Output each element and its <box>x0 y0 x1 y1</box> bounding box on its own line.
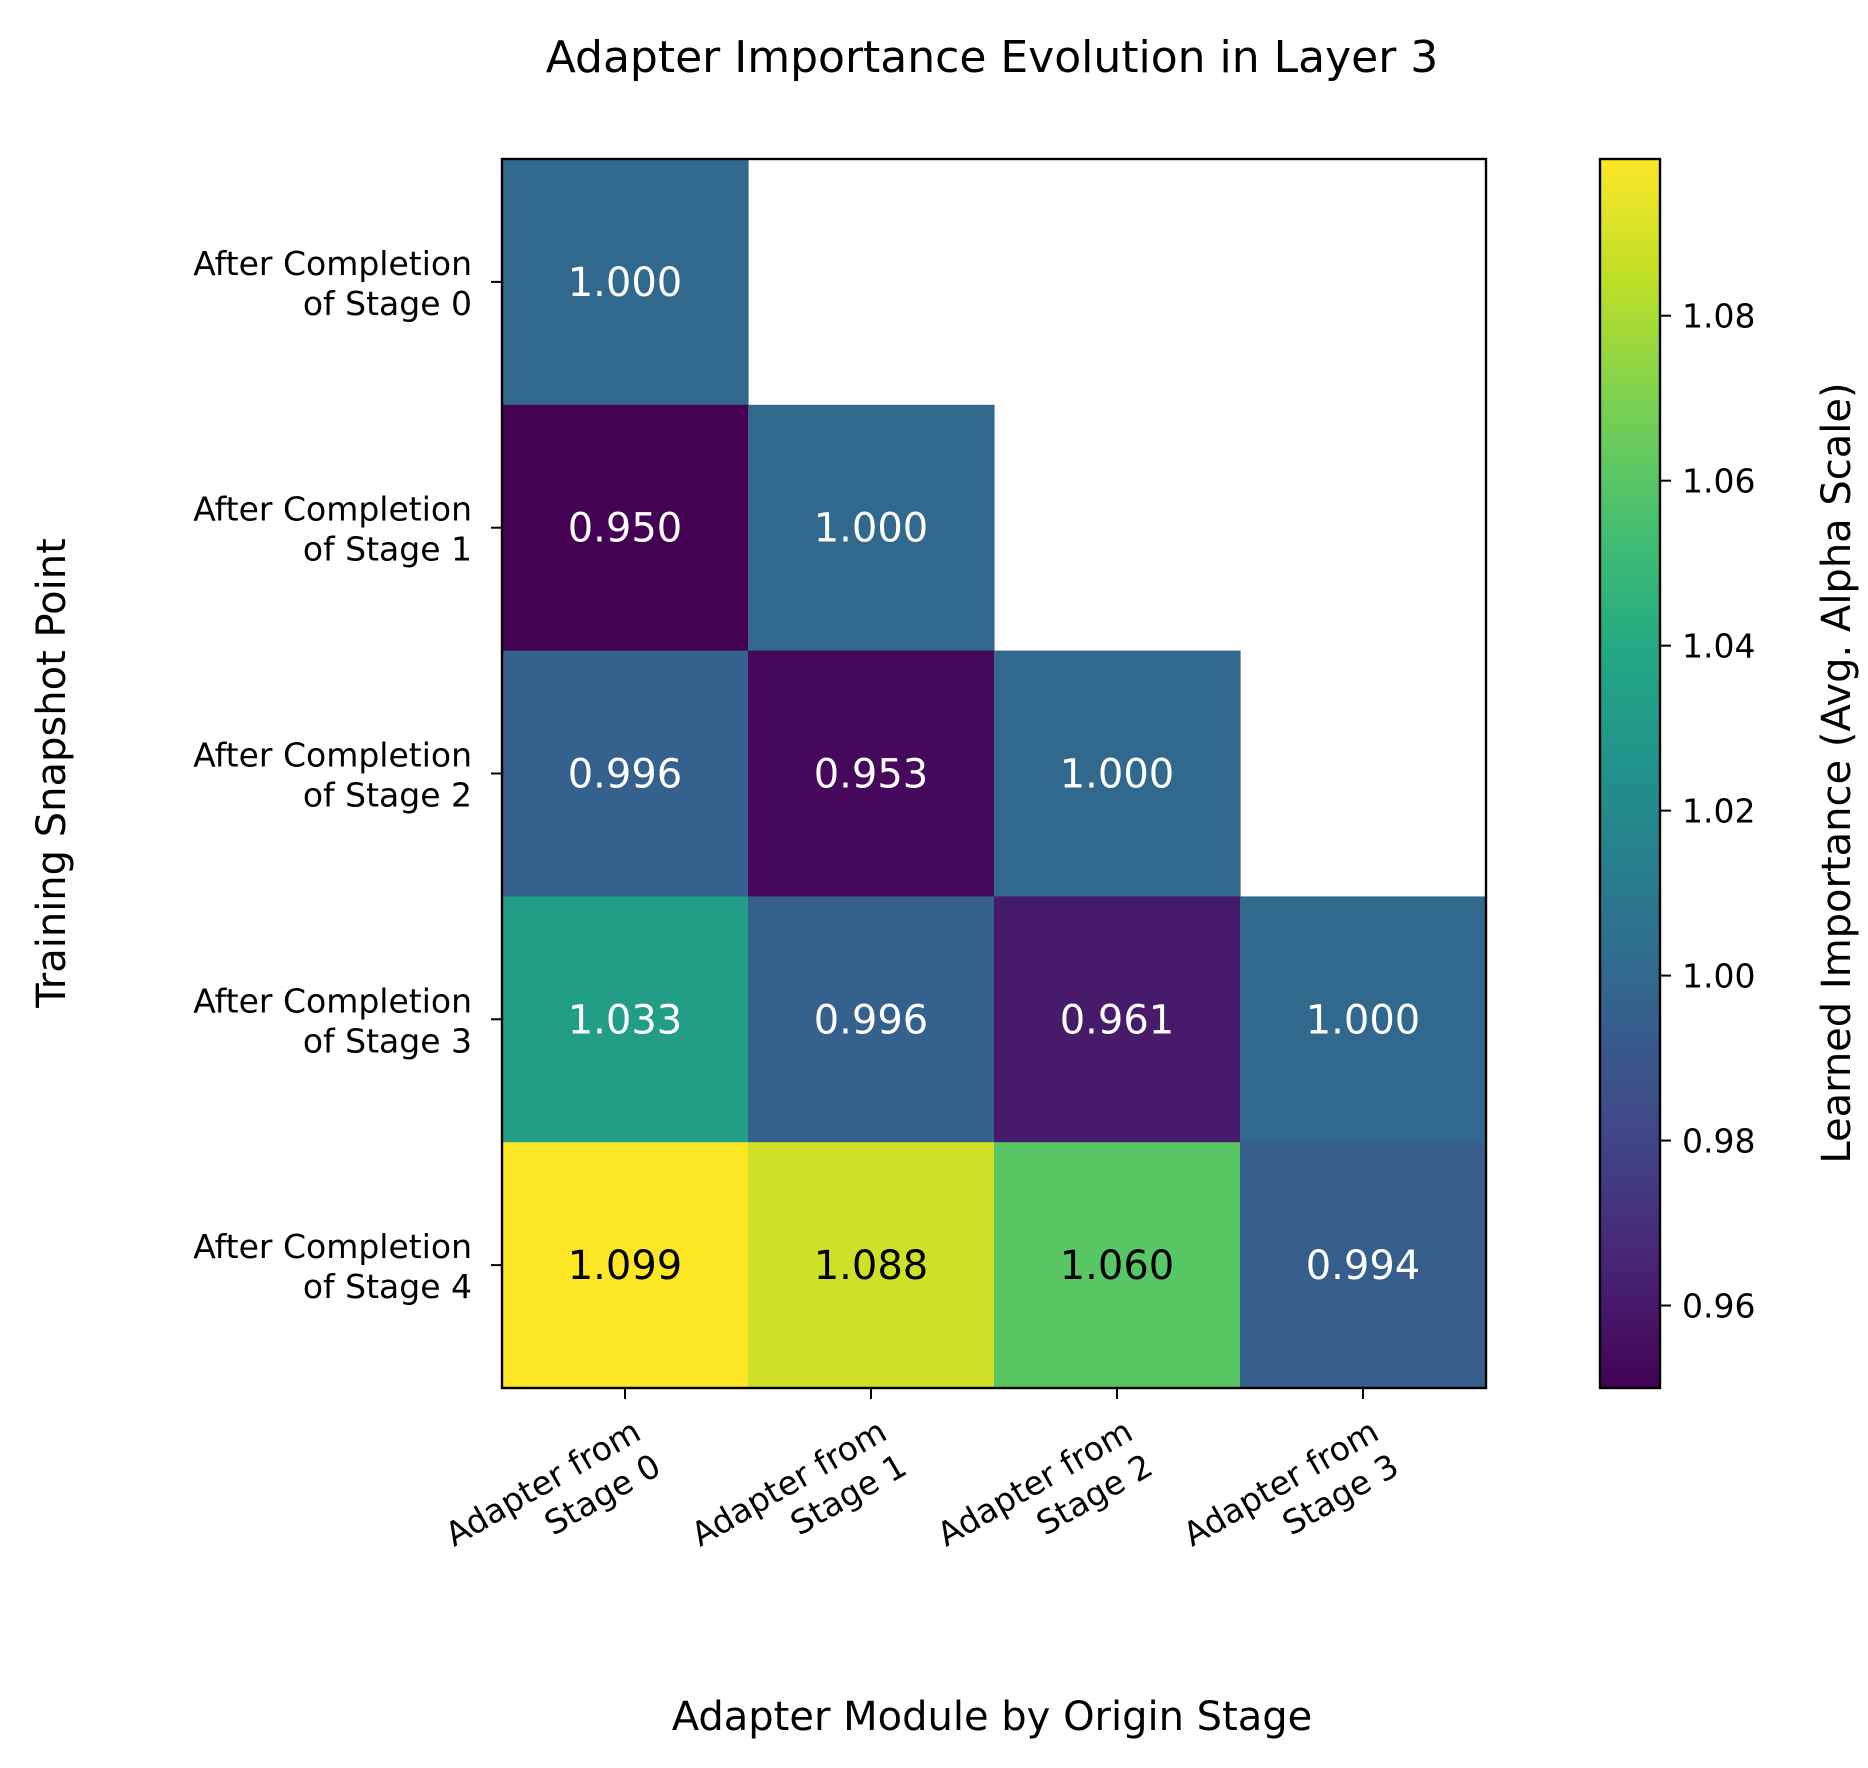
heatmap-cell <box>748 404 995 652</box>
colorbar-tick-label: 0.98 <box>1682 1122 1755 1161</box>
colorbar-ticks: 0.96 0.98 1.00 1.02 1.04 1.06 1.08 <box>1660 297 1755 1326</box>
heatmap-cell <box>994 896 1241 1143</box>
heatmap-cell <box>502 650 749 897</box>
colorbar-tick-label: 1.02 <box>1682 792 1755 831</box>
cell-value-label: 0.996 <box>814 997 929 1043</box>
cell-value-label: 1.000 <box>1306 997 1421 1043</box>
x-axis-ticks: Adapter fromStage 0 Adapter fromStage 1 Ad… <box>439 1388 1405 1589</box>
cell-value-label: 0.996 <box>568 752 683 798</box>
heatmap-cell <box>748 1142 995 1389</box>
x-tick-label: Adapter fromStage 0 <box>439 1411 667 1589</box>
cell-value-label: 1.060 <box>1060 1243 1175 1289</box>
cell-value-label: 0.994 <box>1306 1243 1421 1289</box>
heatmap-cell <box>748 650 995 897</box>
colorbar-tick-label: 1.00 <box>1682 957 1755 996</box>
cell-value-label: 1.000 <box>1060 752 1175 798</box>
cell-value-label: 1.099 <box>568 1243 683 1289</box>
cell-value-label: 1.033 <box>568 997 683 1043</box>
x-tick-label: Adapter fromStage 1 <box>685 1411 913 1589</box>
heatmap-cell <box>994 1142 1241 1389</box>
cell-value-label: 1.000 <box>568 260 683 306</box>
cell-value-label: 1.000 <box>814 506 929 552</box>
x-tick-label: Adapter fromStage 2 <box>931 1411 1159 1589</box>
y-tick-label: After Completion of Stage 2 <box>193 736 472 815</box>
heatmap-cell <box>502 1142 749 1389</box>
y-tick-label: After Completion of Stage 3 <box>193 981 472 1060</box>
colorbar-label: Learned Importance (Avg. Alpha Scale) <box>1814 382 1860 1163</box>
colorbar-frame <box>1598 157 1662 1390</box>
heatmap-cell <box>1240 1142 1487 1389</box>
heatmap-cell <box>748 896 995 1143</box>
colorbar-tick-label: 1.04 <box>1682 627 1755 666</box>
y-axis-ticks: After Completion of Stage 0 After Completi… <box>193 244 502 1306</box>
x-tick-label: Adapter fromStage 3 <box>1177 1411 1405 1589</box>
y-tick-label: After Completion of Stage 1 <box>193 490 472 569</box>
cell-value-label: 1.088 <box>814 1243 929 1289</box>
colorbar-tick-label: 1.08 <box>1682 297 1755 336</box>
heatmap-cell-labels: 1.000 0.950 1.000 0.996 0.953 1.000 1.033 0.996… <box>568 260 1421 1289</box>
y-tick-label: After Completion of Stage 4 <box>193 1227 472 1306</box>
heatmap-cell <box>502 159 749 406</box>
heatmap-cell <box>502 896 749 1143</box>
x-axis-label: Adapter Module by Origin Stage <box>672 1694 1313 1740</box>
colorbar-tick-label: 0.96 <box>1682 1287 1755 1326</box>
y-tick-label: After Completion of Stage 0 <box>193 244 472 323</box>
heatmap-cells <box>502 159 1487 1389</box>
heatmap-cell <box>994 650 1241 897</box>
cell-value-label: 0.961 <box>1060 997 1175 1043</box>
cell-value-label: 0.950 <box>568 506 683 552</box>
colorbar-tick-label: 1.06 <box>1682 462 1755 501</box>
colorbar <box>1600 159 1660 1388</box>
heatmap-cell <box>502 404 749 652</box>
cell-value-label: 0.953 <box>814 752 929 798</box>
chart-title: Adapter Importance Evolution in Layer 3 <box>546 32 1439 83</box>
heatmap-cell <box>1240 896 1487 1143</box>
y-axis-label: Training Snapshot Point <box>29 538 75 1009</box>
